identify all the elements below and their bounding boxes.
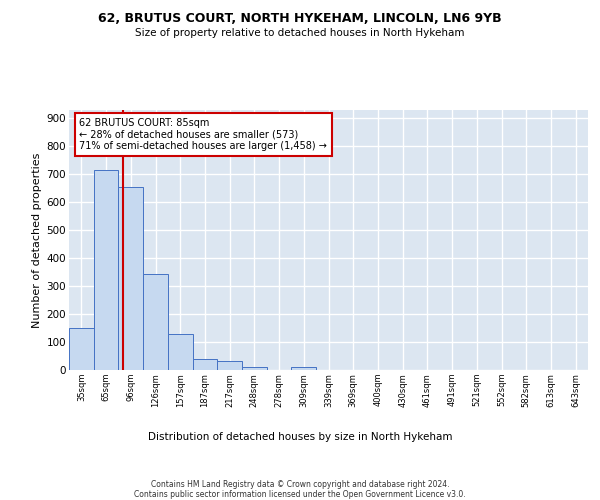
Bar: [143, 274, 168, 370]
Bar: [242, 366, 267, 370]
Bar: [94, 170, 118, 370]
Text: Distribution of detached houses by size in North Hykeham: Distribution of detached houses by size …: [148, 432, 452, 442]
Text: Contains HM Land Registry data © Crown copyright and database right 2024.
Contai: Contains HM Land Registry data © Crown c…: [134, 480, 466, 500]
Text: 62, BRUTUS COURT, NORTH HYKEHAM, LINCOLN, LN6 9YB: 62, BRUTUS COURT, NORTH HYKEHAM, LINCOLN…: [98, 12, 502, 26]
Text: 62 BRUTUS COURT: 85sqm
← 28% of detached houses are smaller (573)
71% of semi-de: 62 BRUTUS COURT: 85sqm ← 28% of detached…: [79, 118, 327, 151]
Y-axis label: Number of detached properties: Number of detached properties: [32, 152, 43, 328]
Bar: [292, 367, 316, 370]
Bar: [193, 359, 217, 370]
Text: Size of property relative to detached houses in North Hykeham: Size of property relative to detached ho…: [135, 28, 465, 38]
Bar: [168, 334, 193, 370]
Bar: [69, 328, 94, 370]
Bar: [217, 361, 242, 370]
Bar: [118, 187, 143, 370]
